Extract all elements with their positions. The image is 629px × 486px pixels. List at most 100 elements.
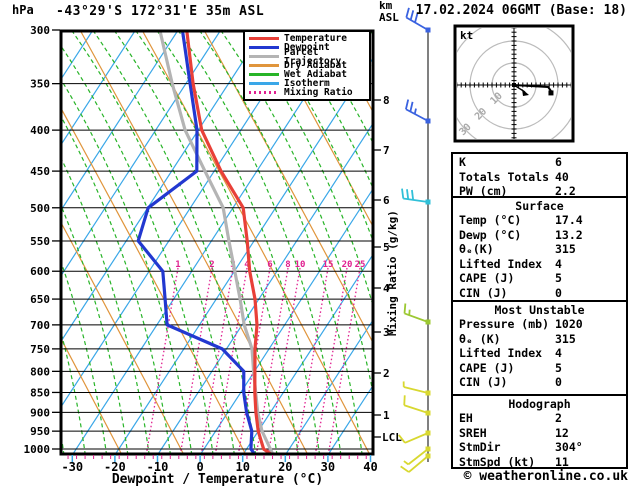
km-axis: 8 7 6 5 4 3 2 1	[374, 94, 390, 438]
stat-label: EH	[459, 411, 473, 425]
stat-value: 2.2	[555, 184, 576, 199]
stat-value: 40	[555, 169, 569, 184]
mixing-ratio-labels: 1 2 3 4 6 8 10 15 20 25	[175, 260, 365, 270]
temperature-tick-label: 20	[278, 460, 292, 474]
wet-adiabat-line	[241, 30, 374, 312]
legend-item-wet-adiabat: Wet Adiabat	[249, 70, 369, 79]
temperature-curve	[185, 30, 275, 455]
stat-label: Totals Totals	[459, 169, 550, 184]
wet-adiabat-line	[60, 154, 150, 455]
stat-row: Pressure (mb) 1020	[459, 317, 626, 332]
legend-item-isotherm: Isotherm	[249, 79, 369, 88]
hodograph-unit-label: kt	[460, 29, 474, 42]
temperature-axis: -30 -20 -10 0 10 20 30 40	[61, 455, 378, 474]
page-title: -43°29'S 172°31'E 35m ASL	[56, 4, 265, 19]
pressure-tick-label: 750	[30, 343, 50, 356]
mixing-ratio-label: 1	[175, 260, 180, 270]
stat-label: CAPE (J)	[459, 271, 515, 286]
wet-adiabat-line-swatch	[249, 73, 279, 76]
temperature-tick-label: 10	[235, 460, 249, 474]
stat-row: CAPE (J) 5	[459, 361, 626, 376]
mixing-ratio-label: 10	[295, 260, 306, 270]
stat-label: Lifted Index	[459, 346, 543, 361]
pressure-tick-label: 500	[30, 202, 50, 215]
temperature-tick-label: -30	[61, 460, 83, 474]
isotherm-line	[242, 251, 374, 455]
stat-label: θₑ (K)	[459, 331, 501, 346]
stat-value: 315	[555, 242, 576, 257]
stat-label: StmSpd (kt)	[459, 454, 536, 469]
pressure-tick-label: 700	[30, 319, 50, 332]
surface-box: Surface Temp (°C) 17.4 Dewp (°C) 13.2 θₑ(K) 3…	[451, 196, 628, 302]
stat-value: 0	[555, 285, 562, 300]
stat-row: StmDir 304°	[459, 440, 626, 455]
stat-value: 315	[555, 331, 576, 346]
temperature-tick-label: -20	[104, 460, 126, 474]
dewpoint-curve	[136, 30, 258, 455]
legend: Temperature Dewpoint Parcel Trajectory D…	[243, 30, 371, 101]
mixing-ratio-line	[200, 267, 234, 455]
km-tick-label: 1	[383, 409, 390, 422]
wind-barb	[402, 381, 431, 396]
legend-label: Dry Adiabat	[284, 60, 347, 71]
copyright-footer: © weatheronline.co.uk	[463, 469, 628, 484]
sounding-curves	[136, 30, 275, 455]
pressure-tick-label: 650	[30, 293, 50, 306]
wind-barb	[403, 303, 431, 325]
stat-value: 1020	[555, 317, 583, 331]
legend-item-dry-adiabat: Dry Adiabat	[249, 61, 369, 70]
pressure-tick-label: 350	[30, 78, 50, 91]
wind-barb	[401, 188, 431, 205]
wet-adiabat-line	[177, 30, 342, 455]
stat-row: θₑ (K) 315	[459, 332, 626, 347]
wet-adiabat-line	[70, 30, 235, 455]
skewt-background	[60, 30, 374, 455]
isotherm-line	[199, 186, 374, 455]
stat-value: 2	[555, 411, 562, 425]
datetime-label: 17.02.2024 06GMT (Base: 18)	[415, 3, 627, 18]
stat-value: 304°	[555, 440, 583, 455]
mixing-ratio-label: 8	[285, 260, 290, 270]
isotherm-line	[284, 317, 374, 455]
mixing-ratio-label: 25	[355, 260, 366, 270]
surface-box-title: Surface	[515, 199, 564, 213]
stat-row: Temp (°C) 17.4	[459, 213, 626, 228]
stat-row: EH 2	[459, 411, 626, 426]
isotherm-line-swatch	[249, 82, 279, 85]
stat-value: 4	[555, 346, 562, 361]
wet-adiabat-line	[156, 30, 321, 455]
legend-label: Parcel Trajectory	[284, 46, 342, 67]
wind-barb	[403, 395, 431, 416]
wet-adiabat-line	[60, 43, 214, 455]
km-asl-axis-label: km ASL	[379, 0, 399, 24]
temperature-tick-label: 30	[321, 460, 335, 474]
mixing-ratio-label: 4	[244, 260, 250, 270]
stat-value: 11	[555, 454, 569, 469]
wet-adiabat-line	[60, 76, 193, 455]
mixing-ratio-line	[295, 267, 329, 455]
isotherm-line	[156, 120, 374, 455]
stat-label: Lifted Index	[459, 256, 543, 271]
wet-adiabat-line	[60, 257, 108, 455]
wet-adiabat-line	[113, 30, 278, 455]
stat-label: θₑ(K)	[459, 242, 494, 257]
pressure-tick-label: 450	[30, 165, 50, 178]
wet-adiabat-line	[60, 326, 86, 455]
parcel-line-swatch	[249, 55, 279, 58]
wind-barb	[398, 430, 431, 444]
wind-barb	[403, 446, 431, 466]
stat-row: Dewp (°C) 13.2	[459, 228, 626, 243]
stat-label: K	[459, 155, 466, 169]
wind-barb	[400, 453, 431, 473]
temperature-tick-label: 0	[196, 460, 203, 474]
km-tick-label: 5	[383, 241, 390, 254]
legend-label: Dewpoint	[284, 42, 330, 53]
most-unstable-box: Most Unstable Pressure (mb) 1020 θₑ (K) 315…	[451, 300, 628, 396]
stat-row: StmSpd (kt) 11	[459, 455, 626, 470]
stat-value: 5	[555, 360, 562, 375]
wind-barb	[405, 99, 431, 124]
isotherm-line	[60, 30, 264, 344]
